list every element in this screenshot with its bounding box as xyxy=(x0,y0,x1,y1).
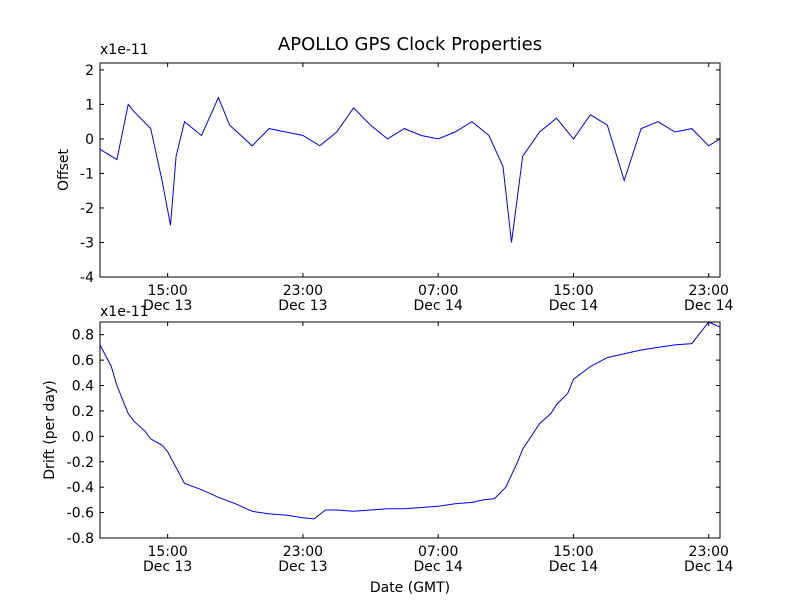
series-line-offset xyxy=(99,96,721,243)
y-tick-label: 1 xyxy=(85,97,94,113)
x-tick-label-date: Dec 14 xyxy=(414,559,463,575)
x-tick-label-date: Dec 14 xyxy=(414,298,463,314)
x-tick-label-date: Dec 14 xyxy=(549,298,598,314)
x-tick-label-time: 07:00 xyxy=(418,544,458,560)
x-tick-label-time: 07:00 xyxy=(418,283,458,299)
y-tick-label: -4 xyxy=(80,270,94,286)
x-tick-label-time: 23:00 xyxy=(283,544,323,560)
y-tick-label: -0.8 xyxy=(67,531,94,547)
x-tick-label-time: 15:00 xyxy=(553,283,593,299)
y-tick-label: 0.8 xyxy=(72,328,94,344)
plot-frame xyxy=(99,321,721,539)
x-tick-label-date: Dec 13 xyxy=(143,559,192,575)
y-axis-label: Drift (per day) xyxy=(42,380,58,479)
x-tick-label-time: 23:00 xyxy=(283,283,323,299)
y-tick-label: -3 xyxy=(80,235,94,251)
y-tick-label: -2 xyxy=(80,201,94,217)
y-tick-label: 0.0 xyxy=(72,429,94,445)
x-tick-label-time: 15:00 xyxy=(147,544,187,560)
y-tick-label: -1 xyxy=(80,166,94,182)
x-tick-label-date: Dec 14 xyxy=(549,559,598,575)
y-scale-label: x1e-11 xyxy=(100,42,149,58)
series-line-drift xyxy=(99,321,721,520)
y-tick-label: 0.4 xyxy=(72,379,94,395)
x-tick-label-time: 15:00 xyxy=(147,283,187,299)
x-tick-label-date: Dec 13 xyxy=(143,298,192,314)
y-tick-label: 0.6 xyxy=(72,353,94,369)
y-tick-label: 0 xyxy=(85,132,94,148)
x-tick-label-date: Dec 14 xyxy=(684,298,733,314)
x-tick-label-date: Dec 13 xyxy=(278,298,327,314)
plot-frame xyxy=(99,62,721,278)
y-tick-label: -0.6 xyxy=(67,506,94,522)
y-tick-label: -0.4 xyxy=(67,480,94,496)
chart-title: APOLLO GPS Clock Properties xyxy=(278,34,542,55)
y-scale-label: x1e-11 xyxy=(100,304,149,320)
y-axis-label: Offset xyxy=(56,148,72,191)
x-tick-label-time: 15:00 xyxy=(553,544,593,560)
x-tick-label-date: Dec 13 xyxy=(278,559,327,575)
x-tick-label-time: 23:00 xyxy=(689,544,729,560)
x-tick-label-time: 23:00 xyxy=(689,283,729,299)
y-tick-label: 2 xyxy=(85,63,94,79)
y-tick-label: -0.2 xyxy=(67,455,94,471)
x-axis-label: Date (GMT) xyxy=(370,580,450,596)
y-tick-label: 0.2 xyxy=(72,404,94,420)
x-tick-label-date: Dec 14 xyxy=(684,559,733,575)
